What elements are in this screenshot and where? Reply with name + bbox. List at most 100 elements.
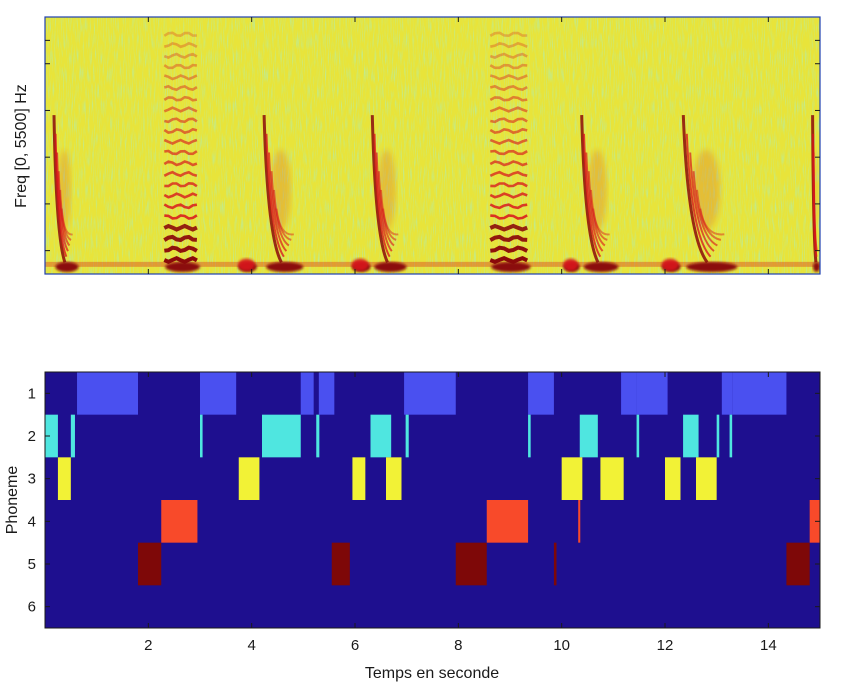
formant-curve xyxy=(580,115,600,263)
phoneme-segment xyxy=(316,414,320,458)
formant-curve xyxy=(681,115,709,264)
harmonic-line xyxy=(163,256,198,264)
low-energy-mark xyxy=(351,258,369,271)
harmonic-line xyxy=(489,63,528,70)
harmonic-line xyxy=(489,223,528,232)
voiced-segment xyxy=(580,115,619,272)
voiced-segment xyxy=(489,31,531,272)
formant-curve xyxy=(265,133,285,258)
harmonic-line xyxy=(490,117,528,124)
voiced-segment xyxy=(163,31,200,272)
formant-curve xyxy=(262,115,283,264)
harmonic-line xyxy=(164,117,198,124)
phoneme-segment xyxy=(578,500,581,543)
formant-curve xyxy=(685,133,712,258)
energy-haze xyxy=(377,149,396,230)
phoneme-x-tick-label: 14 xyxy=(760,637,777,654)
harmonic-line xyxy=(164,149,198,156)
harmonic-line xyxy=(489,160,528,167)
harmonic-line xyxy=(163,52,198,60)
harmonic-line xyxy=(489,203,528,210)
phoneme-segment xyxy=(553,542,557,586)
phoneme-y-tick-label: 2 xyxy=(28,428,36,445)
spectrogram-y-axis-label: Freq [0, 5500] Hz xyxy=(13,84,30,208)
harmonic-line xyxy=(489,31,528,38)
phoneme-x-tick-label: 12 xyxy=(657,637,674,654)
harmonic-line xyxy=(489,95,528,102)
voiced-segment xyxy=(563,258,580,272)
harmonic-line xyxy=(490,149,528,156)
phoneme-segment xyxy=(455,542,487,586)
phoneme-y-tick-label: 6 xyxy=(28,599,36,616)
harmonic-line xyxy=(489,84,528,92)
voiced-segment xyxy=(238,258,257,272)
phoneme-segment xyxy=(262,414,301,458)
phoneme-y-tick-label: 1 xyxy=(28,385,36,402)
phoneme-segment xyxy=(386,457,402,500)
phoneme-segment xyxy=(405,414,409,458)
harmonic-line xyxy=(489,192,528,199)
voiced-segment xyxy=(52,115,79,272)
phoneme-segment xyxy=(696,457,717,500)
formant-curve xyxy=(52,115,67,263)
phoneme-x-tick-label: 4 xyxy=(247,637,255,654)
harmonic-line xyxy=(163,31,197,38)
phoneme-segment xyxy=(370,414,392,458)
harmonic-line xyxy=(163,74,198,81)
phoneme-segment xyxy=(138,542,162,586)
energy-blob xyxy=(491,261,531,272)
harmonic-line xyxy=(490,41,528,49)
energy-blob xyxy=(55,261,79,272)
phoneme-y-tick-label: 5 xyxy=(28,556,36,573)
harmonic-line xyxy=(490,245,529,254)
harmonic-line xyxy=(164,214,198,220)
harmonic-line xyxy=(163,170,198,178)
phoneme-frame xyxy=(44,371,821,629)
voiced-segment xyxy=(370,115,407,272)
phoneme-segment xyxy=(70,414,75,458)
harmonic-line xyxy=(490,181,528,188)
energy-haze xyxy=(587,149,607,230)
phoneme-segment xyxy=(809,500,820,543)
harmonic-line xyxy=(489,170,528,178)
phoneme-segment xyxy=(200,372,237,415)
phoneme-x-tick-label: 6 xyxy=(351,637,359,654)
phoneme-segment xyxy=(600,457,624,500)
harmonic-line xyxy=(163,127,198,135)
harmonic-line xyxy=(489,106,528,113)
formant-curve xyxy=(373,133,391,258)
phoneme-x-axis-label: Temps en seconde xyxy=(365,665,499,682)
phoneme-segment xyxy=(300,372,314,415)
phoneme-segment xyxy=(636,372,668,415)
harmonic-line xyxy=(163,106,198,113)
harmonic-line xyxy=(163,234,198,243)
harmonic-line xyxy=(489,138,528,146)
phoneme-segment xyxy=(45,414,58,458)
phoneme-y-tick-label: 4 xyxy=(28,513,36,530)
formant-curve xyxy=(583,133,602,258)
phoneme-segment xyxy=(77,372,138,415)
phoneme-segment xyxy=(636,414,640,458)
harmonic-line xyxy=(163,203,198,210)
phoneme-y-tick-label: 3 xyxy=(28,471,36,488)
harmonic-line xyxy=(163,160,198,167)
phoneme-segment xyxy=(352,457,366,500)
phoneme-segment xyxy=(528,414,531,458)
voiced-segment xyxy=(262,115,304,272)
energy-haze xyxy=(813,149,818,230)
formant-curve xyxy=(54,133,68,258)
phoneme-segment xyxy=(404,372,456,415)
phoneme-segment xyxy=(238,457,260,500)
energy-blob xyxy=(374,261,407,272)
harmonic-line xyxy=(163,223,198,232)
phoneme-segment xyxy=(716,414,720,458)
low-energy-mark xyxy=(563,258,578,271)
harmonic-line xyxy=(163,63,198,70)
harmonic-line xyxy=(164,245,198,254)
phoneme-segment xyxy=(486,500,529,543)
low-frequency-band xyxy=(45,261,820,267)
energy-haze xyxy=(57,149,71,230)
